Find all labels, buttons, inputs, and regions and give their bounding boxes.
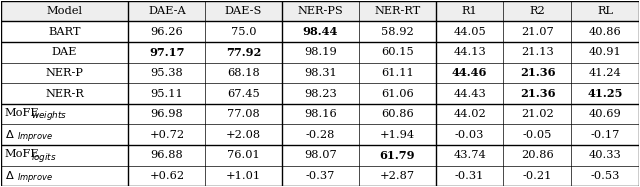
Text: 43.74: 43.74	[453, 150, 486, 160]
Text: 60.15: 60.15	[381, 47, 413, 57]
Text: -0.37: -0.37	[306, 171, 335, 181]
Text: MoFE: MoFE	[4, 149, 39, 160]
Text: -0.53: -0.53	[591, 171, 620, 181]
Text: RL: RL	[597, 6, 613, 16]
Text: 44.13: 44.13	[453, 47, 486, 57]
Text: 98.07: 98.07	[304, 150, 337, 160]
Text: +1.01: +1.01	[226, 171, 261, 181]
Text: +2.87: +2.87	[380, 171, 415, 181]
Text: MoFE: MoFE	[4, 108, 39, 118]
Text: DAE-A: DAE-A	[148, 6, 186, 16]
Text: 68.18: 68.18	[227, 68, 260, 78]
Text: 44.02: 44.02	[453, 109, 486, 119]
Text: -0.31: -0.31	[455, 171, 484, 181]
Text: NER-R: NER-R	[45, 88, 84, 99]
Text: 67.45: 67.45	[227, 88, 260, 99]
Text: -0.21: -0.21	[523, 171, 552, 181]
Text: DAE-S: DAE-S	[225, 6, 262, 16]
Text: $\mathit{weights}$: $\mathit{weights}$	[31, 109, 67, 122]
Text: 21.07: 21.07	[521, 27, 554, 37]
Text: R2: R2	[529, 6, 545, 16]
Text: 44.46: 44.46	[452, 67, 487, 78]
Text: 61.11: 61.11	[381, 68, 413, 78]
Text: -0.03: -0.03	[455, 130, 484, 140]
Bar	[1, 1, 639, 21]
Text: $\mathit{Improve}$: $\mathit{Improve}$	[17, 171, 54, 184]
Text: 98.23: 98.23	[304, 88, 337, 99]
Text: NER-P: NER-P	[45, 68, 83, 78]
Text: 75.0: 75.0	[231, 27, 257, 37]
Text: BART: BART	[48, 27, 81, 37]
Text: 98.44: 98.44	[303, 26, 338, 37]
Text: $\mathit{Improve}$: $\mathit{Improve}$	[17, 130, 54, 143]
Text: -0.17: -0.17	[591, 130, 620, 140]
Text: 96.26: 96.26	[150, 27, 183, 37]
Text: 44.43: 44.43	[453, 88, 486, 99]
Text: 95.11: 95.11	[150, 88, 183, 99]
Text: 21.36: 21.36	[520, 67, 556, 78]
Text: 21.13: 21.13	[521, 47, 554, 57]
Text: -0.28: -0.28	[306, 130, 335, 140]
Text: +0.72: +0.72	[149, 130, 184, 140]
Text: 95.38: 95.38	[150, 68, 183, 78]
Text: 77.08: 77.08	[227, 109, 260, 119]
Text: 60.86: 60.86	[381, 109, 413, 119]
Text: NER-PS: NER-PS	[298, 6, 343, 16]
Text: $\Delta$: $\Delta$	[4, 128, 14, 140]
Text: +0.62: +0.62	[149, 171, 184, 181]
Text: 96.98: 96.98	[150, 109, 183, 119]
Text: 40.86: 40.86	[589, 27, 621, 37]
Text: 20.86: 20.86	[521, 150, 554, 160]
Text: +2.08: +2.08	[226, 130, 261, 140]
Text: 21.36: 21.36	[520, 88, 556, 99]
Text: 44.05: 44.05	[453, 27, 486, 37]
Text: 97.17: 97.17	[149, 47, 184, 58]
Text: 58.92: 58.92	[381, 27, 413, 37]
Text: 40.69: 40.69	[589, 109, 621, 119]
Text: $\mathit{logits}$: $\mathit{logits}$	[31, 151, 56, 164]
Text: DAE: DAE	[52, 47, 77, 57]
Text: 98.19: 98.19	[304, 47, 337, 57]
Text: R1: R1	[461, 6, 477, 16]
Text: 98.31: 98.31	[304, 68, 337, 78]
Text: 41.24: 41.24	[589, 68, 621, 78]
Text: 76.01: 76.01	[227, 150, 260, 160]
Text: 41.25: 41.25	[588, 88, 623, 99]
Text: -0.05: -0.05	[523, 130, 552, 140]
Text: NER-RT: NER-RT	[374, 6, 420, 16]
Text: 98.16: 98.16	[304, 109, 337, 119]
Text: 40.91: 40.91	[589, 47, 621, 57]
Text: 96.88: 96.88	[150, 150, 183, 160]
Text: +1.94: +1.94	[380, 130, 415, 140]
Text: Model: Model	[47, 6, 83, 16]
Text: 77.92: 77.92	[226, 47, 261, 58]
Text: 61.79: 61.79	[380, 150, 415, 161]
Text: 61.06: 61.06	[381, 88, 413, 99]
Text: 40.33: 40.33	[589, 150, 621, 160]
Text: 21.02: 21.02	[521, 109, 554, 119]
Text: $\Delta$: $\Delta$	[4, 169, 14, 181]
